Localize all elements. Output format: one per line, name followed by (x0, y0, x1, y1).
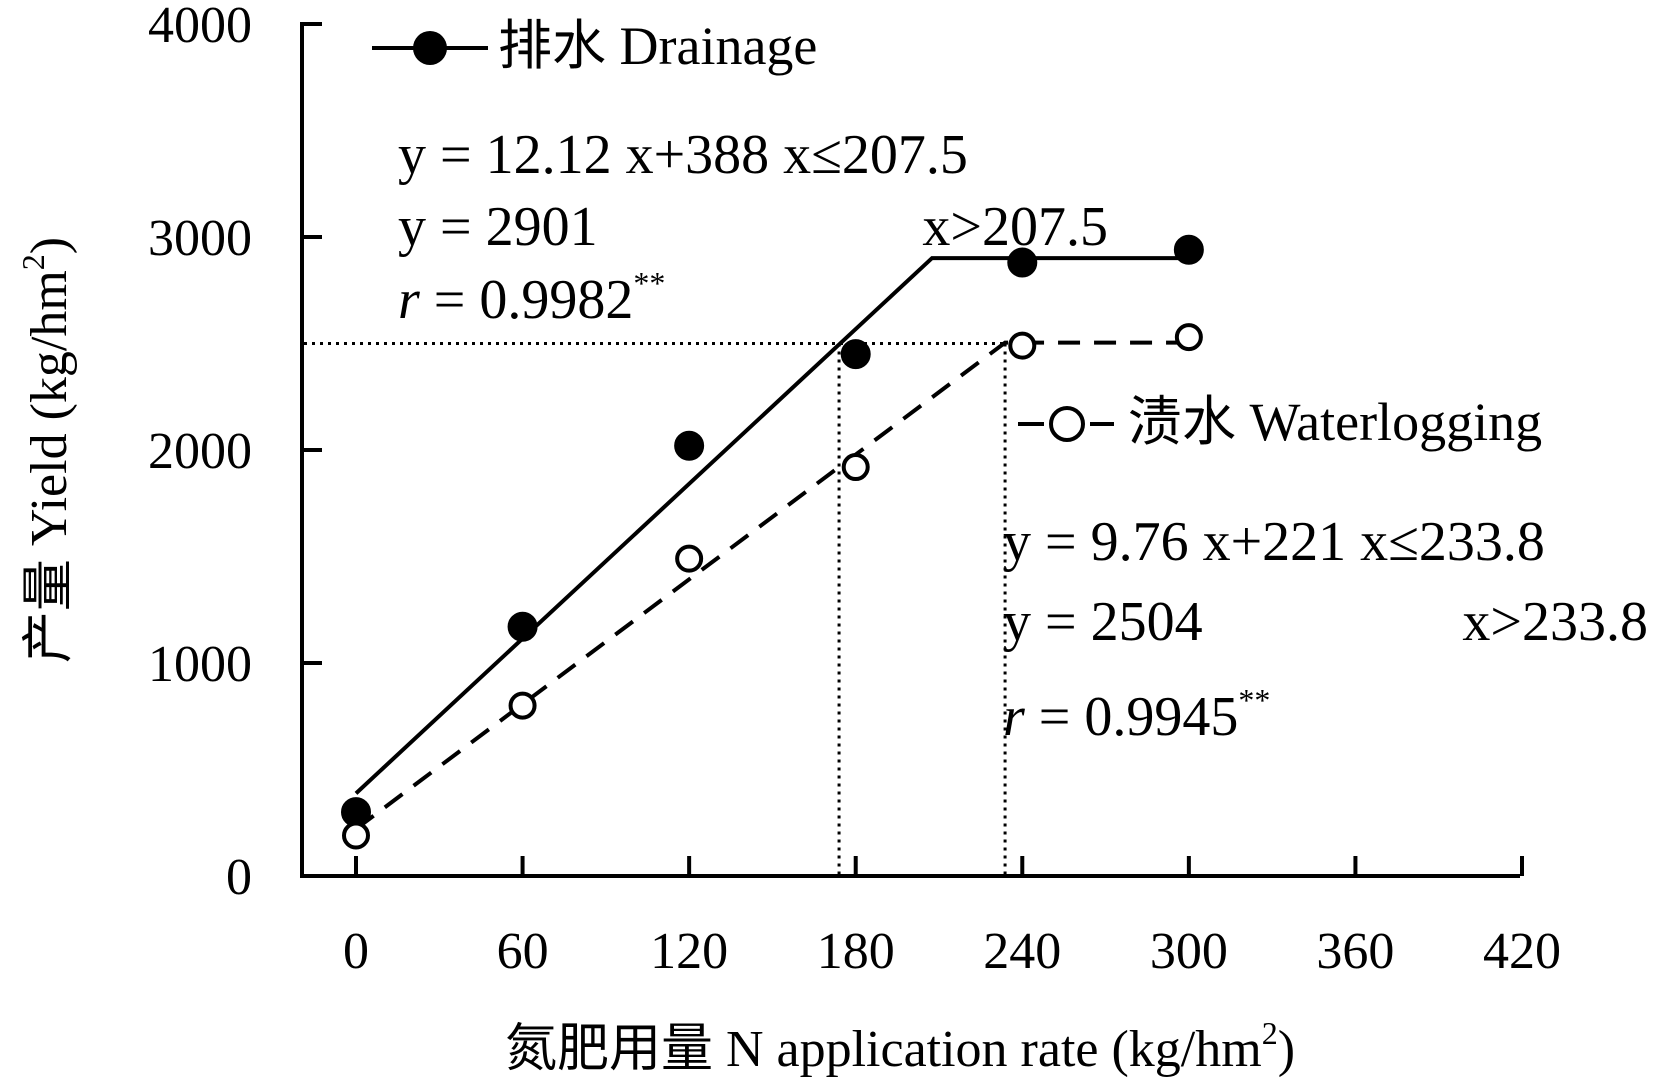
point-waterlogging-3 (841, 453, 870, 482)
legend-drainage-label: 排水 Drainage (498, 16, 817, 76)
y-tick-label-0: 0 (226, 849, 252, 906)
fit-line-waterlogging (354, 340, 1189, 831)
y-ticks: 0 1000 2000 3000 4000 (148, 0, 322, 906)
equation-drainage-r-sig: ** (633, 265, 665, 301)
y-axis-title: 产量 Yield (kg/hm2) (15, 237, 78, 663)
y-axis-title-end: ) (21, 237, 78, 254)
reference-lines (304, 342, 1007, 874)
equation-drainage-line2: y = 2901 (398, 196, 598, 258)
y-tick-label-1: 1000 (148, 636, 252, 693)
equation-drainage-line1: y = 12.12 x+388 x≤207.5 (398, 124, 968, 186)
x-tick-label-7: 420 (1483, 923, 1561, 980)
x-axis-title-end: ) (1278, 1021, 1295, 1078)
point-waterlogging-5 (1174, 323, 1203, 352)
equation-drainage-r-symbol: r (398, 269, 420, 331)
equation-drainage: y = 12.12 x+388 x≤207.5 y = 2901 x>207.5… (398, 124, 1108, 331)
legend-waterlogging-marker (1049, 406, 1085, 442)
equation-waterlogging-r: r = 0.9945** (1003, 682, 1270, 748)
equation-waterlogging-r-sig: ** (1238, 682, 1270, 718)
point-drainage-1 (507, 611, 538, 642)
equation-waterlogging: y = 9.76 x+221 x≤233.8 y = 2504 x>233.8 … (1003, 511, 1648, 748)
legend-waterlogging: 渍水 Waterlogging (1018, 392, 1542, 452)
x-tick-label-0: 0 (343, 923, 369, 980)
x-axis-title-sup: 2 (1262, 1015, 1278, 1051)
x-tick-label-4: 240 (983, 923, 1061, 980)
y-axis-title-main: 产量 Yield (kg/hm (21, 270, 78, 663)
x-tick-label-3: 180 (817, 923, 895, 980)
data-points (341, 234, 1204, 850)
equation-drainage-r: r = 0.9982** (398, 265, 665, 331)
point-drainage-2 (674, 430, 705, 461)
x-axis-title: 氮肥用量 N application rate (kg/hm2) (505, 1015, 1295, 1078)
x-tick-label-5: 300 (1150, 923, 1228, 980)
point-drainage-5 (1173, 234, 1204, 265)
fit-line-drainage (354, 256, 1189, 795)
x-axis-title-main: 氮肥用量 N application rate (kg/hm (505, 1021, 1262, 1078)
equation-waterlogging-line1: y = 9.76 x+221 x≤233.8 (1003, 511, 1545, 573)
equation-waterlogging-r-symbol: r (1003, 686, 1025, 748)
y-axis-title-sup: 2 (15, 254, 51, 270)
point-drainage-3 (840, 339, 871, 370)
point-waterlogging-1 (508, 691, 537, 720)
equation-drainage-r-value: = 0.9982 (420, 269, 634, 331)
equation-waterlogging-line2: y = 2504 (1003, 591, 1203, 653)
point-waterlogging-2 (675, 544, 704, 573)
point-waterlogging-0 (342, 821, 370, 850)
x-tick-label-6: 360 (1316, 923, 1394, 980)
legend-drainage-marker (413, 31, 447, 65)
y-tick-label-4: 4000 (148, 0, 252, 54)
equation-waterlogging-line2-cond: x>233.8 (1462, 591, 1648, 653)
y-tick-label-2: 2000 (148, 423, 252, 480)
legend-drainage: 排水 Drainage (372, 16, 817, 76)
point-waterlogging-4 (1008, 331, 1037, 360)
equation-waterlogging-r-value: = 0.9945 (1025, 686, 1239, 748)
fit-lines (354, 256, 1189, 831)
legend-waterlogging-label: 渍水 Waterlogging (1128, 392, 1542, 452)
point-drainage-4 (1007, 247, 1038, 278)
x-tick-label-1: 60 (497, 923, 549, 980)
y-tick-label-3: 3000 (148, 210, 252, 267)
equation-drainage-line2-cond: x>207.5 (922, 196, 1108, 258)
x-tick-label-2: 120 (650, 923, 728, 980)
x-ticks: 0 60 120 180 240 300 360 420 (343, 856, 1561, 980)
